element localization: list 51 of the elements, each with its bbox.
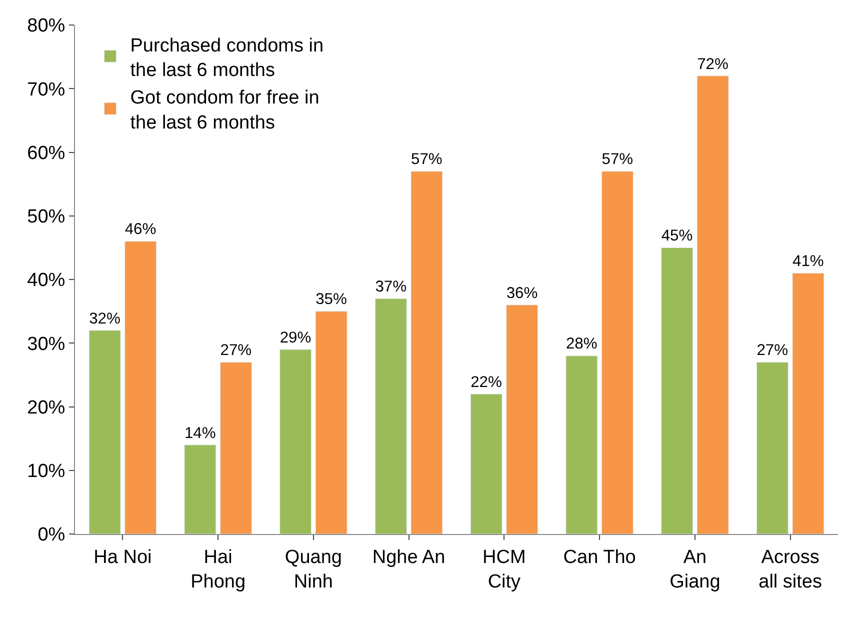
bar xyxy=(410,171,443,534)
x-tick-label: Across all sites xyxy=(758,546,822,592)
y-tick-label: 60% xyxy=(27,142,66,164)
data-label: 46% xyxy=(124,221,156,238)
y-tick-label: 50% xyxy=(27,206,66,228)
x-tick-label: Quang Ninh xyxy=(284,546,342,592)
data-label: 36% xyxy=(506,284,538,302)
data-label: 57% xyxy=(410,151,442,168)
data-label: 35% xyxy=(316,291,348,308)
data-label: 57% xyxy=(602,151,634,168)
data-label: 41% xyxy=(792,253,824,270)
bar xyxy=(601,171,634,534)
data-label: 28% xyxy=(566,336,598,353)
legend-label: Got condom for free in the last 6 months xyxy=(130,88,320,134)
x-tick-label: Nghe An xyxy=(372,546,446,568)
y-tick-label: 20% xyxy=(27,397,66,418)
data-label: 72% xyxy=(697,56,729,73)
x-tick-label: Hai Phong xyxy=(190,546,246,592)
bar xyxy=(220,362,252,534)
legend-label: Purchased condoms in the last 6 months xyxy=(130,35,324,81)
data-label: 29% xyxy=(280,329,312,346)
y-tick-label: 10% xyxy=(27,461,66,482)
x-tick-label: HCM City xyxy=(482,546,526,592)
data-label: 45% xyxy=(661,228,693,245)
bar xyxy=(315,311,348,534)
x-tick-label: Can Tho xyxy=(563,546,636,568)
y-tick-label: 70% xyxy=(27,79,66,100)
data-label: 27% xyxy=(220,342,252,360)
bar xyxy=(756,362,788,534)
data-label: 37% xyxy=(375,278,407,296)
y-tick-label: 0% xyxy=(38,524,66,546)
bar xyxy=(88,330,121,534)
y-tick-label: 30% xyxy=(27,334,66,355)
x-tick-label: Ha Noi xyxy=(94,546,152,568)
y-tick-label: 80% xyxy=(27,16,66,37)
bar xyxy=(470,394,502,534)
data-label: 27% xyxy=(756,342,788,360)
bar xyxy=(792,272,824,534)
bar xyxy=(124,241,157,534)
bar xyxy=(374,298,407,534)
bar xyxy=(280,349,312,534)
bar xyxy=(661,247,694,534)
data-label: 14% xyxy=(184,424,216,442)
bar xyxy=(696,76,729,534)
bar xyxy=(184,444,216,534)
y-tick-label: 40% xyxy=(27,270,66,292)
data-label: 22% xyxy=(470,374,502,391)
data-label: 32% xyxy=(89,310,121,328)
bar xyxy=(506,304,538,534)
bar xyxy=(566,356,598,534)
x-tick-label: An Giang xyxy=(670,546,720,592)
